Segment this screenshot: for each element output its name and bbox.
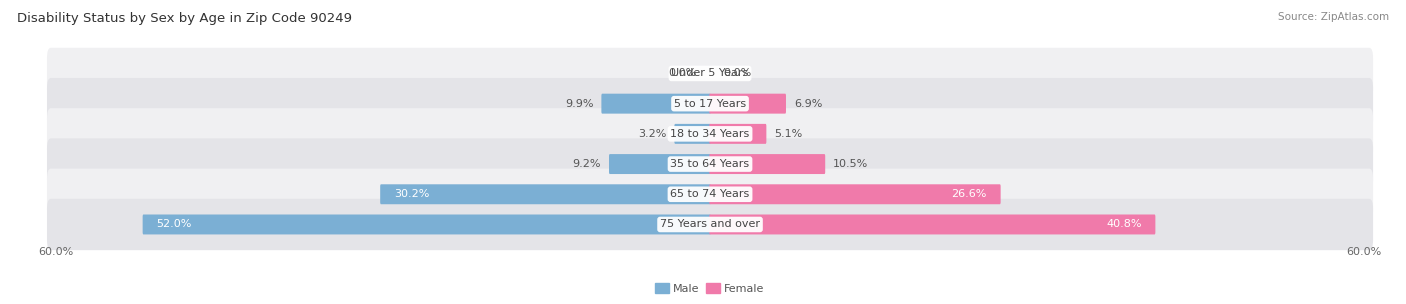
Text: 5.1%: 5.1% xyxy=(775,129,803,139)
Text: Under 5 Years: Under 5 Years xyxy=(672,68,748,78)
FancyBboxPatch shape xyxy=(602,94,711,114)
FancyBboxPatch shape xyxy=(709,184,1001,204)
Text: 0.0%: 0.0% xyxy=(669,68,697,78)
Text: 75 Years and over: 75 Years and over xyxy=(659,219,761,230)
FancyBboxPatch shape xyxy=(675,124,711,144)
FancyBboxPatch shape xyxy=(46,199,1374,250)
FancyBboxPatch shape xyxy=(380,184,711,204)
FancyBboxPatch shape xyxy=(609,154,711,174)
FancyBboxPatch shape xyxy=(46,108,1374,160)
FancyBboxPatch shape xyxy=(46,48,1374,99)
Text: 65 to 74 Years: 65 to 74 Years xyxy=(671,189,749,199)
FancyBboxPatch shape xyxy=(46,78,1374,129)
Text: Disability Status by Sex by Age in Zip Code 90249: Disability Status by Sex by Age in Zip C… xyxy=(17,12,352,25)
Text: 3.2%: 3.2% xyxy=(638,129,666,139)
Text: 9.9%: 9.9% xyxy=(565,99,593,109)
Legend: Male, Female: Male, Female xyxy=(651,278,769,298)
FancyBboxPatch shape xyxy=(46,138,1374,190)
FancyBboxPatch shape xyxy=(709,94,786,114)
Text: 18 to 34 Years: 18 to 34 Years xyxy=(671,129,749,139)
Text: 30.2%: 30.2% xyxy=(394,189,429,199)
Text: 6.9%: 6.9% xyxy=(794,99,823,109)
Text: 26.6%: 26.6% xyxy=(952,189,987,199)
Text: 0.0%: 0.0% xyxy=(723,68,751,78)
FancyBboxPatch shape xyxy=(709,124,766,144)
Text: 10.5%: 10.5% xyxy=(834,159,869,169)
Text: 9.2%: 9.2% xyxy=(572,159,602,169)
FancyBboxPatch shape xyxy=(142,215,711,234)
Text: 40.8%: 40.8% xyxy=(1107,219,1142,230)
Text: 52.0%: 52.0% xyxy=(156,219,191,230)
Text: 5 to 17 Years: 5 to 17 Years xyxy=(673,99,747,109)
Text: 35 to 64 Years: 35 to 64 Years xyxy=(671,159,749,169)
FancyBboxPatch shape xyxy=(46,169,1374,220)
FancyBboxPatch shape xyxy=(709,154,825,174)
FancyBboxPatch shape xyxy=(709,215,1156,234)
Text: Source: ZipAtlas.com: Source: ZipAtlas.com xyxy=(1278,12,1389,22)
